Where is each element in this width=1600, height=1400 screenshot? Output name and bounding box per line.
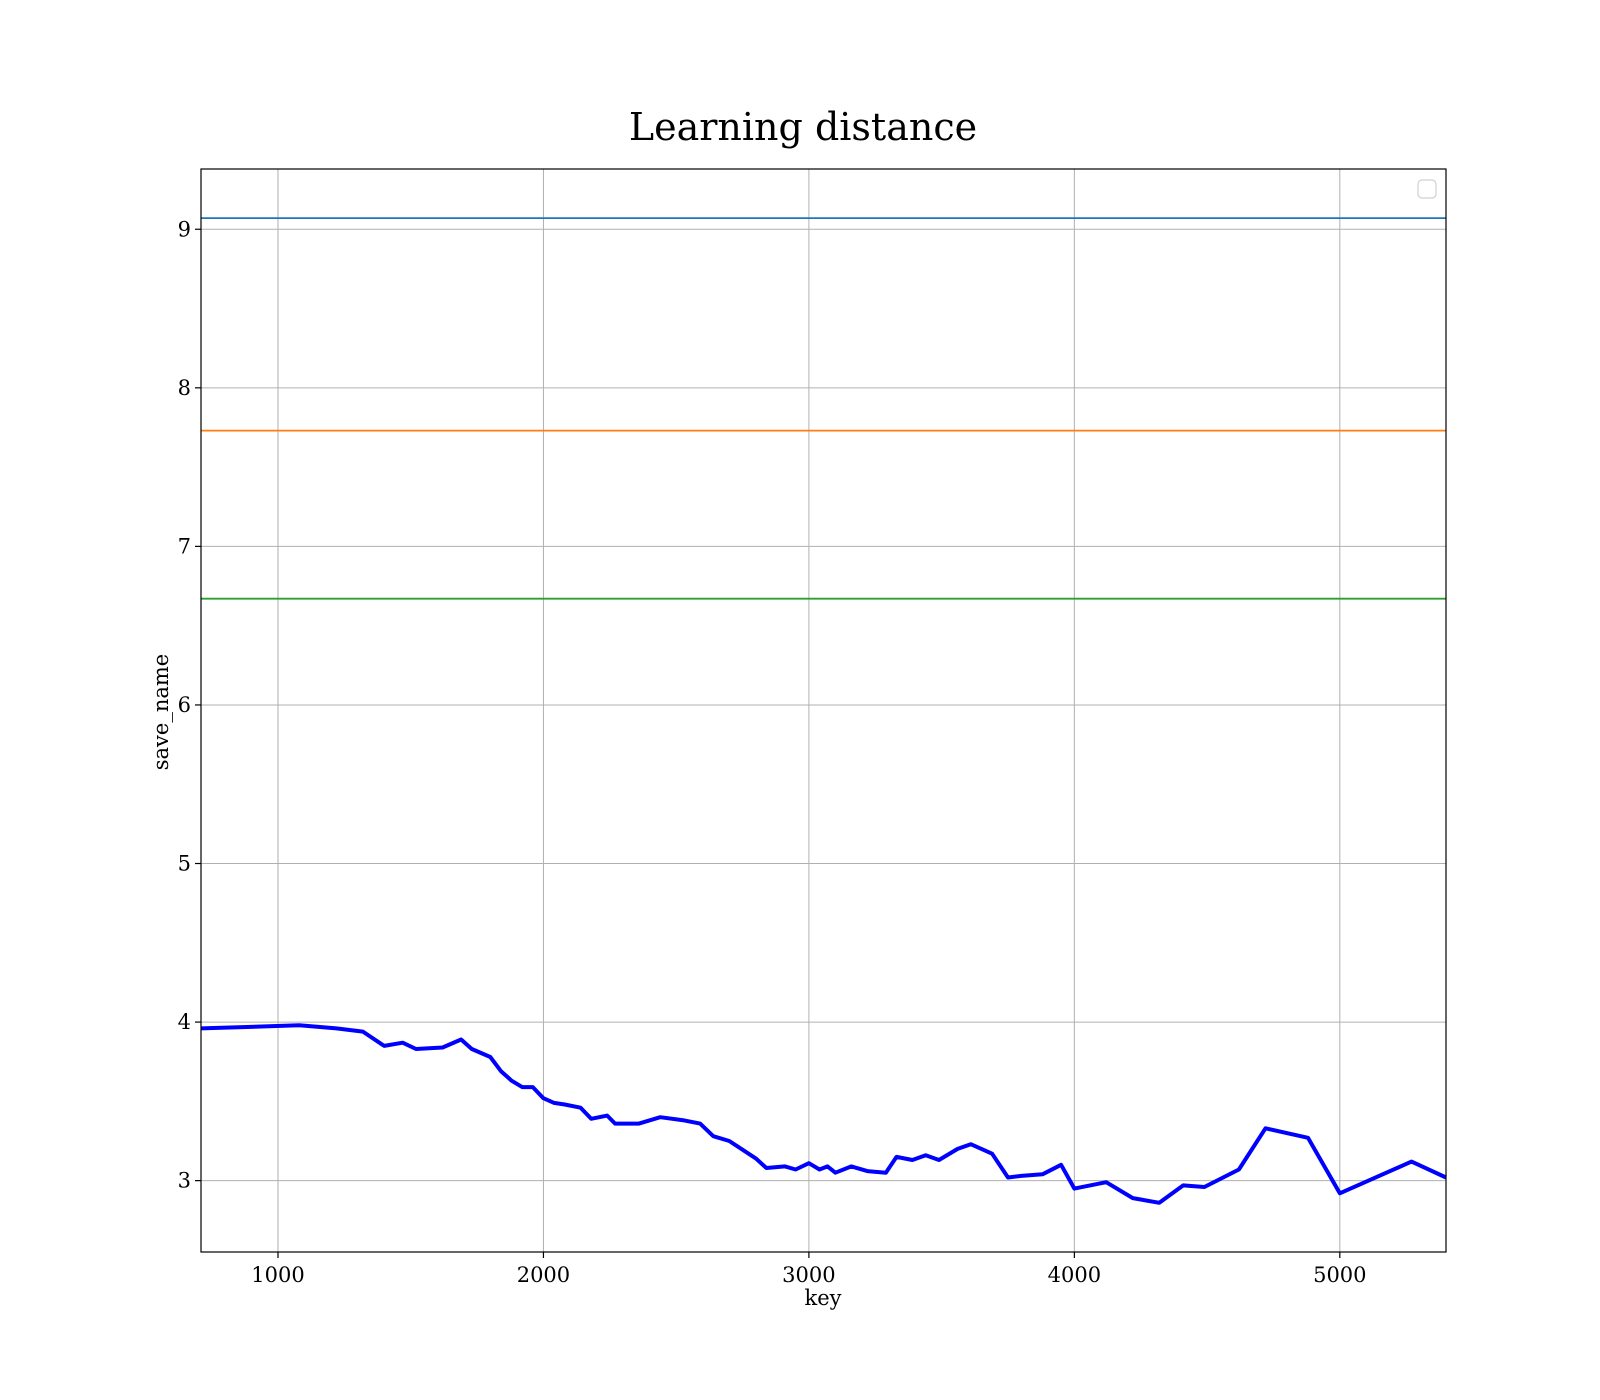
x-tick-label: 2000 (517, 1263, 570, 1287)
x-tick-label: 1000 (251, 1263, 304, 1287)
plot-frame (200, 168, 1447, 1253)
y-tick-label: 9 (178, 217, 191, 241)
x-tick-label: 5000 (1313, 1263, 1366, 1287)
y-tick-label: 8 (178, 376, 191, 400)
chart-title: Learning distance (629, 105, 977, 149)
axis-ticks: 1000 2000 3000 4000 5000 3 4 5 6 7 8 9 (178, 217, 1367, 1287)
y-axis-label: save_name (149, 654, 173, 770)
legend-box (1417, 179, 1437, 199)
grid (201, 169, 1446, 1252)
series (200, 1023, 1447, 1205)
series-line (200, 1023, 1447, 1205)
reference-lines (201, 217, 1446, 600)
y-tick-label: 6 (178, 693, 191, 717)
y-tick-label: 3 (178, 1169, 191, 1193)
x-tick-label: 3000 (782, 1263, 835, 1287)
y-tick-label: 5 (178, 852, 191, 876)
y-tick-label: 4 (178, 1010, 191, 1034)
y-tick-label: 7 (178, 534, 191, 558)
x-axis-label: key (804, 1286, 841, 1310)
x-tick-label: 4000 (1048, 1263, 1101, 1287)
